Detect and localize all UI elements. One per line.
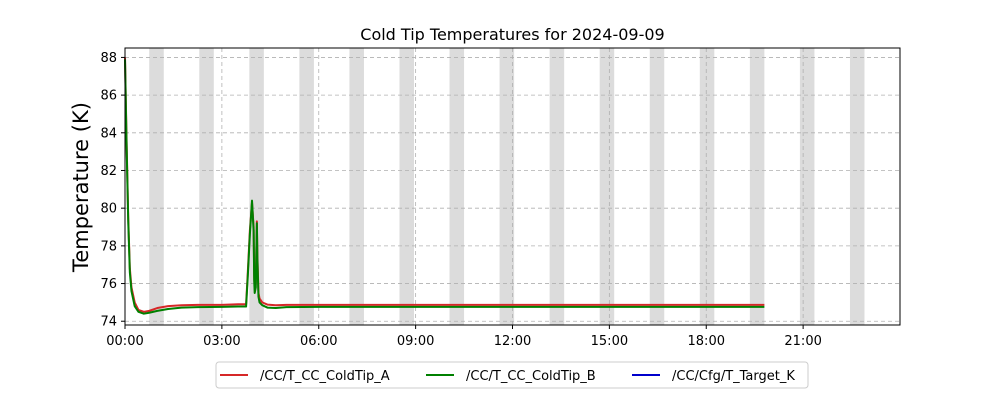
- y-tick-label-7: 88: [100, 51, 117, 66]
- x-tick-label-7: 21:00: [784, 334, 821, 349]
- y-tick-label-4: 82: [100, 164, 117, 179]
- shaded-band-11: [699, 48, 715, 325]
- y-tick-label-0: 74: [100, 315, 117, 330]
- legend-label-1: /CC/T_CC_ColdTip_B: [466, 369, 596, 384]
- series-line-0: [124, 57, 765, 313]
- legend-label-2: /CC/Cfg/T_Target_K: [672, 369, 795, 384]
- shaded-bands: [149, 48, 865, 325]
- shaded-band-13: [799, 48, 815, 325]
- legend: /CC/T_CC_ColdTip_A/CC/T_CC_ColdTip_B/CC/…: [215, 361, 809, 389]
- shaded-band-9: [599, 48, 615, 325]
- shaded-band-0: [149, 48, 164, 325]
- shaded-band-12: [749, 48, 765, 325]
- y-tick-label-1: 76: [100, 277, 117, 292]
- shaded-band-4: [349, 48, 364, 325]
- legend-frame: [215, 361, 809, 389]
- series-lines: [124, 57, 765, 315]
- y-tick-label-3: 80: [100, 202, 117, 217]
- x-tick-label-6: 18:00: [688, 334, 725, 349]
- x-axis-ticks: 00:00 03:00 06:00 09:00 12:00 15:00 18:00 21:00: [106, 325, 822, 349]
- shaded-band-10: [649, 48, 665, 325]
- y-tick-label-2: 78: [100, 239, 117, 254]
- x-tick-label-5: 15:00: [591, 334, 628, 349]
- y-axis-ticks: 74 76 78 80 82 84 86 88: [100, 51, 125, 330]
- shaded-band-3: [299, 48, 314, 325]
- x-tick-label-3: 09:00: [397, 334, 434, 349]
- shaded-band-1: [199, 48, 214, 325]
- shaded-band-6: [449, 48, 465, 325]
- shaded-band-14: [849, 48, 865, 325]
- x-tick-label-4: 12:00: [494, 334, 531, 349]
- y-tick-label-6: 86: [100, 89, 117, 104]
- shaded-band-5: [399, 48, 415, 325]
- legend-label-0: /CC/T_CC_ColdTip_A: [260, 369, 390, 384]
- y-axis-label: Temperature (K): [69, 102, 93, 273]
- y-tick-label-5: 84: [100, 126, 117, 141]
- x-tick-label-1: 03:00: [203, 334, 240, 349]
- shaded-band-7: [499, 48, 515, 325]
- shaded-band-8: [549, 48, 565, 325]
- x-tick-label-0: 00:00: [106, 334, 143, 349]
- series-line-1: [124, 59, 765, 315]
- chart-title: Cold Tip Temperatures for 2024-09-09: [360, 25, 664, 44]
- x-tick-label-2: 06:00: [300, 334, 337, 349]
